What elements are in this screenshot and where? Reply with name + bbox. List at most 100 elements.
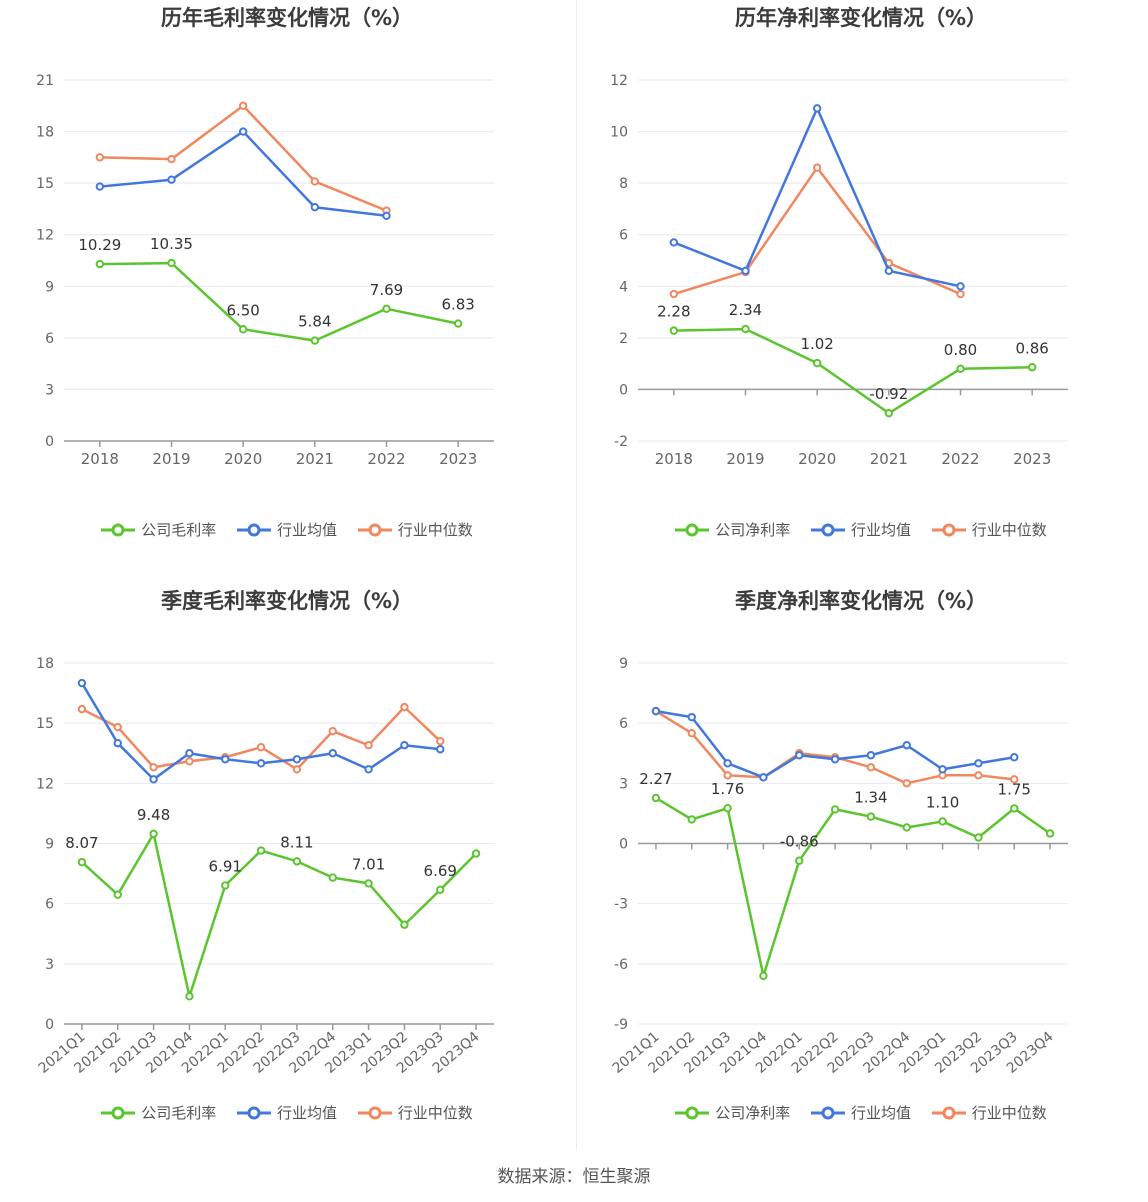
data-point-avg[interactable] <box>669 238 679 247</box>
data-point-avg[interactable] <box>436 745 445 754</box>
data-point-avg[interactable] <box>328 749 337 758</box>
data-point-avg[interactable] <box>1010 753 1019 762</box>
data-point-avg[interactable] <box>651 706 661 716</box>
data-point-avg[interactable] <box>256 759 266 768</box>
legend-item-company[interactable]: 公司净利率 <box>675 519 790 540</box>
legend-item-median[interactable]: 行业中位数 <box>931 519 1047 540</box>
data-point-company[interactable] <box>221 881 230 890</box>
legend-item-median[interactable]: 行业中位数 <box>357 1102 473 1123</box>
data-point-median[interactable] <box>956 289 965 299</box>
data-point-median[interactable] <box>1010 775 1019 784</box>
data-point-company[interactable] <box>1010 804 1019 813</box>
data-point-avg[interactable] <box>292 755 302 764</box>
data-point-company[interactable] <box>185 992 194 1001</box>
data-point-median[interactable] <box>812 163 822 172</box>
data-point-company[interactable] <box>256 846 266 855</box>
data-point-median[interactable] <box>292 765 302 774</box>
data-point-avg[interactable] <box>866 751 876 760</box>
data-point-avg[interactable] <box>77 678 87 688</box>
data-point-avg[interactable] <box>167 175 176 184</box>
data-point-avg[interactable] <box>95 182 105 191</box>
data-point-company[interactable] <box>759 971 768 981</box>
data-point-median[interactable] <box>364 741 373 750</box>
data-point-company[interactable] <box>292 857 302 866</box>
data-point-company[interactable] <box>884 408 894 418</box>
data-point-company[interactable] <box>149 829 158 839</box>
data-point-company[interactable] <box>1027 363 1037 372</box>
legend-item-company[interactable]: 公司毛利率 <box>101 519 216 540</box>
legend-item-avg[interactable]: 行业均值 <box>236 1102 337 1123</box>
data-point-company[interactable] <box>238 325 248 334</box>
data-point-median[interactable] <box>687 728 696 738</box>
data-point-company[interactable] <box>795 856 804 865</box>
data-point-median[interactable] <box>866 763 876 772</box>
legend-item-avg[interactable]: 行业均值 <box>236 519 337 540</box>
data-point-median[interactable] <box>310 177 320 186</box>
data-point-company[interactable] <box>95 259 105 269</box>
data-point-avg[interactable] <box>382 211 391 221</box>
data-point-avg[interactable] <box>938 765 947 774</box>
data-point-avg[interactable] <box>687 712 696 722</box>
legend-item-avg[interactable]: 行业均值 <box>810 1102 911 1123</box>
data-point-median[interactable] <box>400 702 409 712</box>
data-point-avg[interactable] <box>723 759 732 768</box>
data-point-avg[interactable] <box>956 282 965 291</box>
data-point-company[interactable] <box>77 857 87 867</box>
data-point-median[interactable] <box>113 722 122 732</box>
data-point-median[interactable] <box>238 101 248 110</box>
data-point-median[interactable] <box>167 154 176 164</box>
data-point-avg[interactable] <box>795 751 804 760</box>
data-point-median[interactable] <box>974 771 983 780</box>
data-point-company[interactable] <box>453 319 463 328</box>
data-point-median[interactable] <box>95 153 105 162</box>
data-point-company[interactable] <box>167 258 176 268</box>
data-point-median[interactable] <box>328 726 337 736</box>
legend-item-median[interactable]: 行业中位数 <box>931 1102 1047 1123</box>
data-point-company[interactable] <box>310 336 320 345</box>
data-point-company[interactable] <box>938 817 947 826</box>
data-point-company[interactable] <box>723 804 732 813</box>
data-point-median[interactable] <box>723 771 732 780</box>
data-point-median[interactable] <box>669 289 679 299</box>
data-point-median[interactable] <box>149 763 158 772</box>
data-point-company[interactable] <box>974 833 983 842</box>
data-point-company[interactable] <box>741 324 750 334</box>
data-point-avg[interactable] <box>974 759 983 768</box>
data-point-avg[interactable] <box>149 775 158 784</box>
data-point-company[interactable] <box>902 823 911 832</box>
legend-item-median[interactable]: 行业中位数 <box>357 519 473 540</box>
data-point-company[interactable] <box>436 885 445 895</box>
data-point-avg[interactable] <box>221 755 230 764</box>
data-point-median[interactable] <box>185 757 194 766</box>
data-point-company[interactable] <box>687 815 696 824</box>
data-point-company[interactable] <box>830 805 840 814</box>
data-point-avg[interactable] <box>400 741 409 750</box>
data-point-company[interactable] <box>866 812 876 821</box>
data-point-avg[interactable] <box>741 266 750 276</box>
data-point-company[interactable] <box>471 849 481 858</box>
data-point-avg[interactable] <box>830 755 840 764</box>
data-point-company[interactable] <box>364 879 373 888</box>
data-point-company[interactable] <box>1045 829 1055 838</box>
data-point-company[interactable] <box>956 364 965 373</box>
data-point-avg[interactable] <box>238 127 248 136</box>
legend-item-company[interactable]: 公司毛利率 <box>101 1102 216 1123</box>
data-point-median[interactable] <box>256 743 266 752</box>
legend-item-company[interactable]: 公司净利率 <box>675 1102 790 1123</box>
data-point-avg[interactable] <box>884 266 894 276</box>
data-point-avg[interactable] <box>185 749 194 758</box>
data-point-median[interactable] <box>77 704 87 714</box>
data-point-avg[interactable] <box>113 739 122 748</box>
data-point-company[interactable] <box>651 793 661 803</box>
data-point-company[interactable] <box>669 326 679 335</box>
data-point-company[interactable] <box>812 358 822 368</box>
data-point-company[interactable] <box>400 920 409 929</box>
data-point-avg[interactable] <box>364 765 373 774</box>
data-point-median[interactable] <box>436 737 445 746</box>
data-point-company[interactable] <box>382 304 391 314</box>
data-point-avg[interactable] <box>902 741 911 750</box>
data-point-avg[interactable] <box>812 104 822 113</box>
data-point-avg[interactable] <box>310 203 320 212</box>
data-point-median[interactable] <box>902 779 911 788</box>
legend-item-avg[interactable]: 行业均值 <box>810 519 911 540</box>
